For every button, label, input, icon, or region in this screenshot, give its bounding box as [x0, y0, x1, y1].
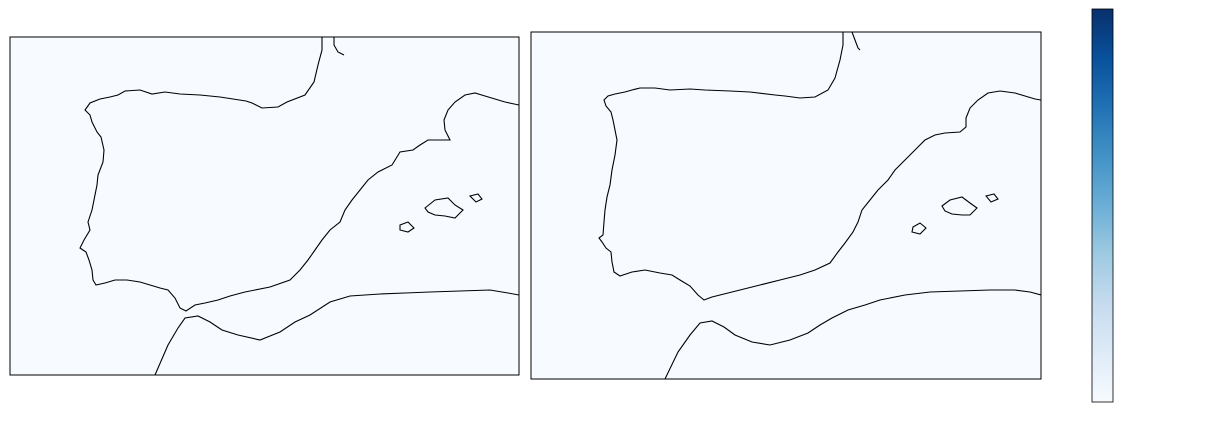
coastline-wfde5 [598, 32, 1041, 379]
colorbar [1091, 8, 1114, 403]
colorbar-gradient [1091, 8, 1114, 403]
coastline-cmip6 [79, 37, 519, 375]
map-frame-wfde5 [530, 31, 1042, 380]
map-background-cmip6 [10, 37, 519, 375]
map-frame-cmip6 [9, 36, 520, 376]
map-background-wfde5 [531, 32, 1041, 379]
